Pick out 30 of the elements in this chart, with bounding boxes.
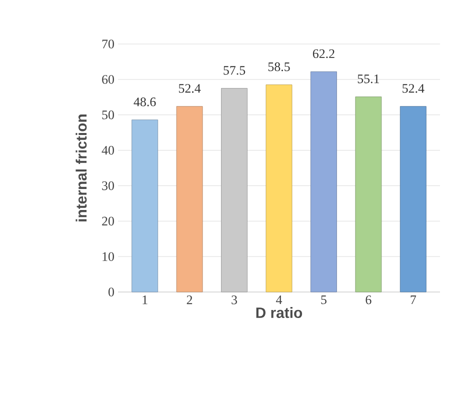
y-axis-title: internal friction [76, 114, 87, 222]
x-tick-label: 3 [232, 296, 238, 304]
data-label: 52.4 [178, 84, 201, 93]
y-tick-label: 20 [102, 216, 114, 226]
data-label: 58.5 [268, 62, 290, 72]
data-label: 55.1 [358, 74, 380, 84]
x-tick-label: 6 [366, 296, 372, 304]
bar [176, 106, 203, 292]
bar [400, 106, 426, 292]
x-tick-label: 5 [321, 296, 326, 304]
bar [132, 120, 158, 292]
x-tick-label: 2 [186, 296, 192, 304]
y-tick-label: 0 [108, 288, 114, 296]
y-tick-label: 30 [102, 181, 114, 190]
bar [310, 71, 337, 292]
x-tick-label: 1 [142, 296, 148, 304]
data-label: 62.2 [312, 49, 334, 58]
bar [355, 96, 382, 292]
x-tick-label: 4 [276, 296, 282, 304]
x-tick-label: 7 [410, 296, 416, 304]
data-label: 52.4 [402, 84, 424, 93]
y-tick-label: 40 [102, 146, 114, 155]
data-label: 48.6 [134, 98, 156, 106]
y-tick-label: 10 [102, 252, 114, 261]
bar [266, 84, 292, 292]
y-tick-label: 60 [102, 75, 114, 84]
y-tick-label: 50 [102, 110, 114, 120]
y-tick-label: 70 [102, 40, 114, 48]
data-label: 57.5 [224, 66, 246, 75]
x-axis-title: D ratio [256, 307, 302, 318]
